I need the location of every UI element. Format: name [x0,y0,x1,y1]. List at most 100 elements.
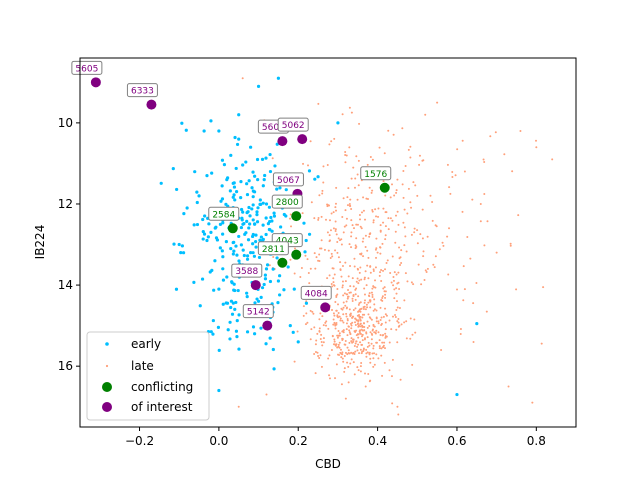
early-point [201,237,205,241]
late-point [459,333,462,336]
early-point [278,274,282,278]
late-point [293,247,296,250]
early-point [302,221,306,225]
y-axis-ticks: 10 12 14 16 [58,116,80,373]
late-point [347,295,350,298]
late-point [265,393,268,396]
late-point [364,234,367,237]
early-point [234,190,239,194]
late-point [313,217,316,220]
late-point [479,202,482,205]
late-point [482,158,485,161]
early-point [241,210,245,214]
late-point [347,352,350,355]
late-point [382,344,385,347]
conflicting-point [291,249,302,260]
late-point [381,297,384,300]
late-point [395,300,398,303]
late-point [361,343,364,346]
early-point [229,246,233,251]
late-point [357,282,360,285]
conflicting-point [227,223,238,234]
late-point [363,313,366,316]
early-point [303,250,307,254]
late-point [309,338,312,341]
late-point [346,353,349,356]
late-point [352,285,355,288]
late-point [335,343,338,346]
late-point [328,274,331,277]
late-point [353,373,356,376]
early-point [197,194,201,198]
late-point [463,288,466,291]
early-point [266,222,271,226]
of-interest-point [146,99,157,110]
early-point [239,225,244,230]
late-point [378,345,381,348]
late-point [345,217,348,220]
late-point [357,333,360,336]
early-point [251,218,255,222]
late-point [369,317,372,320]
late-point [268,264,271,267]
late-point [401,183,404,186]
late-point [397,281,400,284]
legend-marker-conflicting [102,382,112,392]
late-point [356,223,359,226]
late-point [353,344,356,347]
early-point [232,249,236,253]
late-point [383,286,386,289]
conflicting-point [379,182,390,193]
x-tick-label: 0.0 [209,434,228,448]
late-point [346,334,349,337]
late-point [377,215,380,218]
late-point [341,215,344,218]
late-point [331,308,334,311]
early-point [307,169,312,173]
late-point [409,145,412,148]
late-point [318,327,321,330]
late-point [332,277,335,280]
late-point [384,194,387,197]
late-point [369,232,372,235]
late-point [365,348,368,351]
early-point [253,174,257,178]
late-point [349,332,352,335]
late-point [354,288,357,291]
late-point [313,252,316,255]
late-point [366,249,369,252]
of-interest-annotation-box [126,83,158,98]
late-point [373,308,376,311]
late-point [438,248,441,251]
late-point [316,332,319,335]
early-point [209,330,213,334]
conflicting-annotation-box [257,241,289,256]
late-point [346,346,349,349]
late-point [391,219,394,222]
late-point [372,285,375,288]
early-point [221,232,225,236]
late-point [395,328,398,331]
late-point [384,296,387,299]
late-point [342,231,345,234]
late-point [402,221,405,224]
early-point [251,170,255,174]
late-point [318,356,321,359]
late-point [314,351,317,354]
late-point [459,328,462,331]
late-point [362,322,365,325]
late-point [417,263,420,266]
late-point [369,379,372,382]
late-point [317,216,320,219]
early-point [172,242,176,246]
late-point [395,287,398,290]
early-point [253,240,258,244]
late-point [344,261,347,264]
early-point [207,222,211,226]
late-point [332,312,335,315]
late-point [398,306,401,309]
late-point [372,344,375,347]
of-interest-annotation-text: 6333 [131,87,154,97]
early-point [245,291,249,295]
late-point [509,242,512,245]
